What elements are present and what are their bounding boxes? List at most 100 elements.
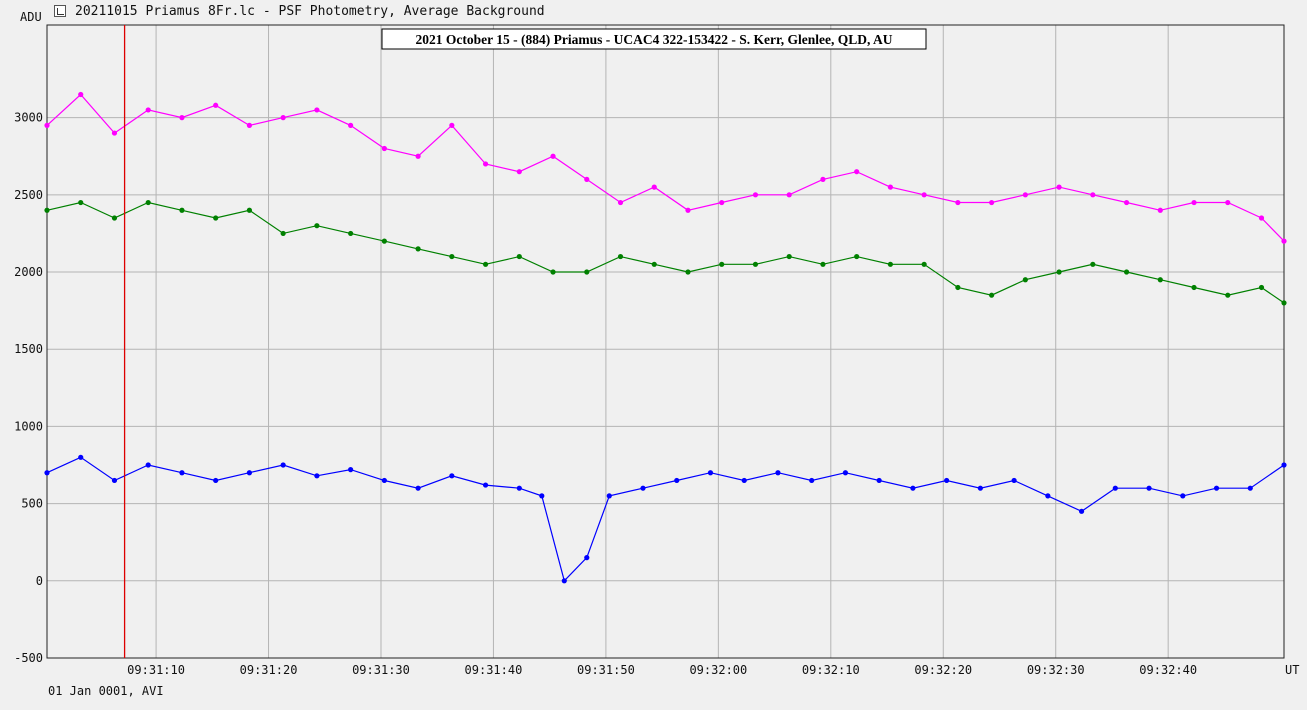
- y-tick-label: 3000: [14, 111, 43, 125]
- y-tick-label: 0: [36, 574, 43, 588]
- data-point: [1157, 207, 1163, 213]
- x-tick-label: 09:31:30: [352, 663, 410, 677]
- data-point: [685, 207, 691, 213]
- data-point: [179, 115, 185, 121]
- data-point: [348, 467, 354, 473]
- series-1: [44, 199, 1287, 306]
- data-point: [707, 470, 714, 476]
- data-point: [1157, 277, 1163, 283]
- data-point: [1078, 508, 1085, 514]
- data-point: [482, 261, 489, 267]
- data-point: [1090, 261, 1096, 267]
- window-title: 20211015 Priamus 8Fr.lc - PSF Photometry…: [75, 4, 545, 19]
- grid: [47, 25, 1284, 659]
- data-point: [246, 122, 253, 128]
- data-point: [145, 462, 151, 468]
- data-point: [1225, 199, 1231, 206]
- data-point: [977, 485, 983, 491]
- data-point: [651, 261, 657, 267]
- data-point: [584, 555, 590, 561]
- data-point: [854, 169, 860, 175]
- data-point: [314, 223, 320, 229]
- data-point: [111, 130, 118, 136]
- data-point: [348, 122, 354, 128]
- data-point: [516, 253, 522, 260]
- data-point: [1213, 485, 1220, 491]
- data-point: [809, 477, 815, 484]
- data-point: [213, 477, 219, 484]
- data-point: [921, 192, 927, 198]
- data-point: [955, 199, 961, 206]
- data-point: [617, 253, 624, 260]
- y-tick-label: 1500: [14, 342, 43, 356]
- data-point: [719, 199, 725, 206]
- data-point: [820, 261, 826, 267]
- data-point: [1258, 215, 1265, 221]
- y-axis-label: ADU: [20, 10, 42, 24]
- data-point: [1281, 462, 1287, 468]
- y-tick-label: 500: [21, 497, 43, 511]
- data-point: [685, 269, 691, 275]
- data-point: [482, 482, 489, 488]
- data-point: [584, 176, 590, 182]
- data-point: [314, 473, 320, 479]
- data-point: [876, 477, 882, 484]
- data-point: [1247, 485, 1253, 491]
- data-point: [539, 493, 545, 499]
- data-point: [449, 122, 455, 128]
- data-point: [989, 292, 995, 298]
- data-point: [854, 253, 860, 260]
- data-point: [1022, 192, 1028, 198]
- data-point: [617, 199, 624, 206]
- series-line: [46, 93, 1285, 242]
- x-tick-label: 09:31:10: [127, 663, 185, 677]
- data-point: [741, 477, 747, 484]
- data-point: [606, 493, 612, 499]
- data-point: [674, 477, 680, 484]
- data-point: [1112, 485, 1118, 491]
- data-point: [280, 115, 286, 121]
- data-point: [752, 261, 759, 267]
- data-point: [584, 269, 590, 275]
- data-point: [550, 269, 556, 275]
- y-tick-label: 1000: [14, 419, 43, 433]
- data-point: [449, 473, 455, 479]
- y-tick-label: 2500: [14, 188, 43, 202]
- data-point: [78, 91, 84, 98]
- data-point: [1281, 300, 1287, 306]
- data-point: [179, 470, 185, 476]
- y-tick-label: -500: [14, 651, 43, 665]
- data-point: [820, 176, 826, 182]
- data-point: [1146, 485, 1152, 491]
- data-point: [78, 454, 84, 460]
- data-point: [786, 253, 792, 260]
- series-layer: [44, 91, 1287, 584]
- data-point: [280, 230, 286, 237]
- data-point: [842, 470, 849, 476]
- data-point: [955, 284, 961, 291]
- title-bar: 20211015 Priamus 8Fr.lc - PSF Photometry…: [0, 0, 1307, 24]
- tick-labels: -500 0 500 1000 1500 2000 2500 3000 09:31:10 09:3…: [14, 111, 1197, 677]
- data-point: [1056, 269, 1062, 275]
- data-point: [1090, 192, 1096, 198]
- data-point: [944, 477, 950, 484]
- data-point: [213, 102, 219, 108]
- data-point: [1225, 292, 1231, 298]
- x-tick-label: 09:32:30: [1027, 663, 1085, 677]
- data-point: [246, 470, 253, 476]
- data-point: [516, 169, 522, 175]
- data-point: [381, 145, 387, 152]
- data-point: [989, 199, 995, 206]
- data-point: [561, 578, 567, 584]
- data-point: [887, 184, 894, 190]
- data-point: [640, 485, 646, 491]
- x-tick-label: 09:31:20: [240, 663, 298, 677]
- data-point: [786, 192, 792, 198]
- data-point: [651, 184, 657, 190]
- data-point: [415, 153, 421, 159]
- data-point: [246, 207, 253, 213]
- series-line: [46, 201, 1285, 304]
- data-point: [449, 253, 455, 260]
- data-point: [111, 215, 118, 221]
